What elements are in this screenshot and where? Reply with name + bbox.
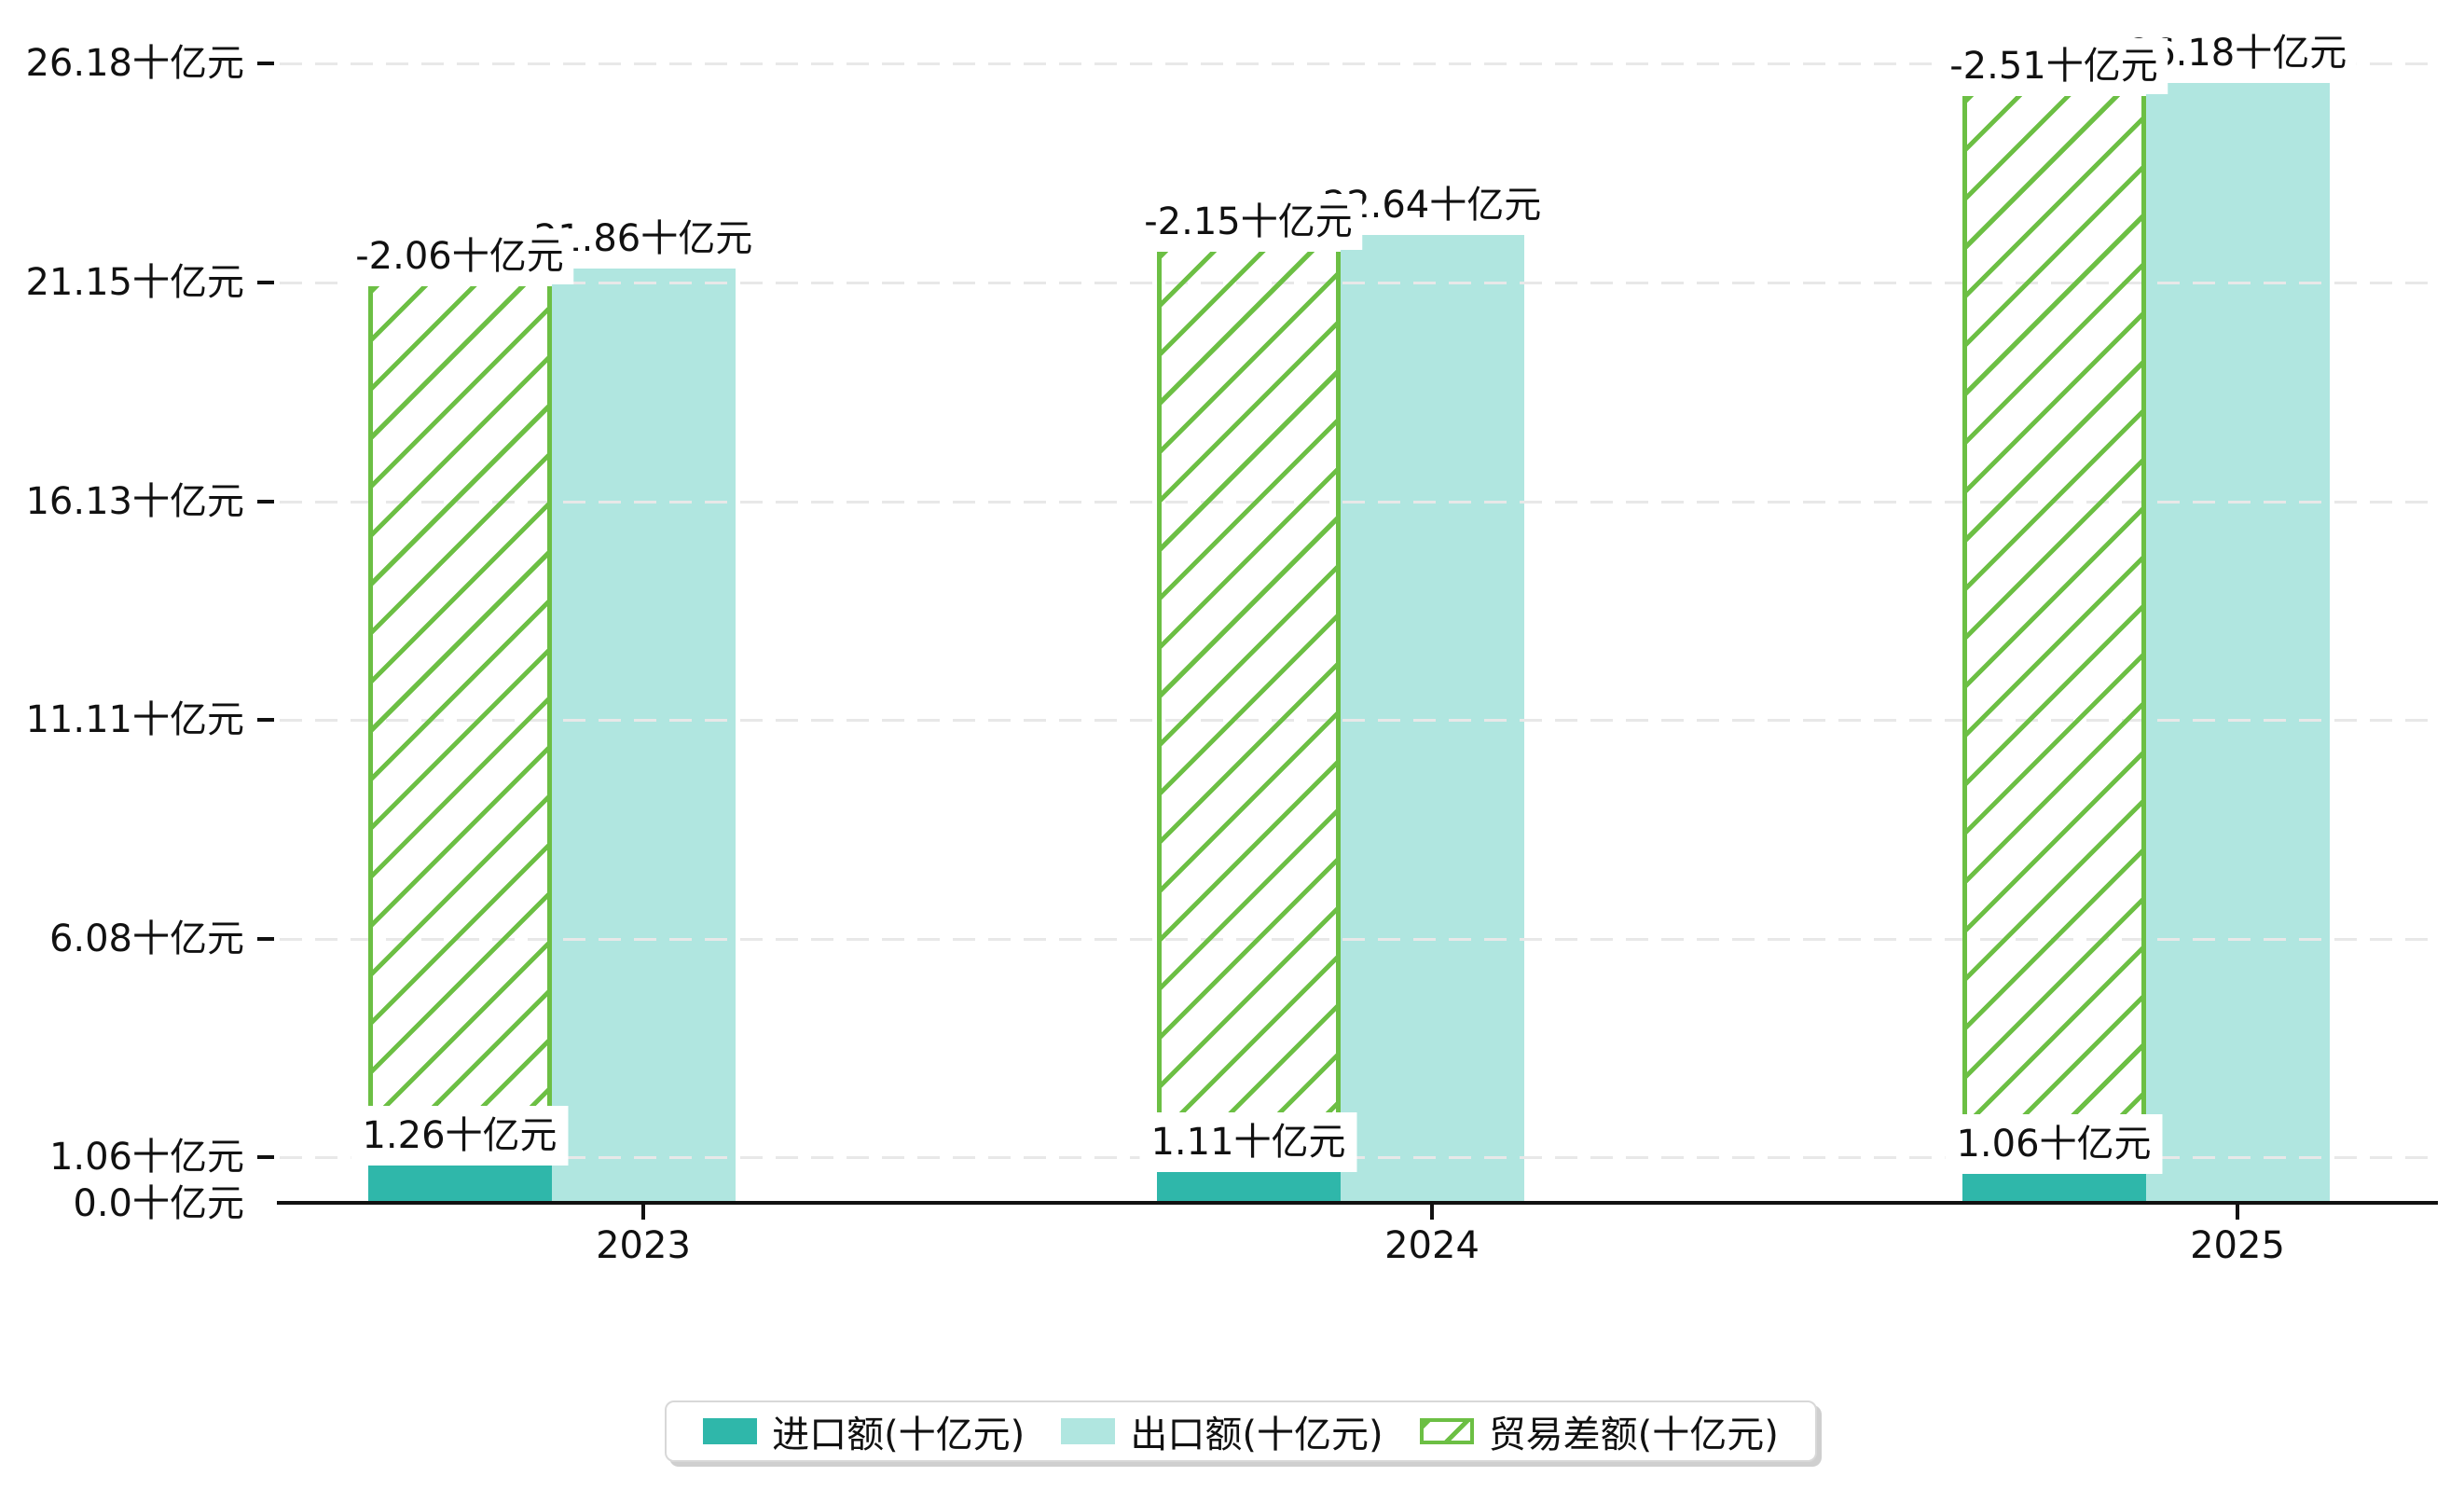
x-axis-tick-mark (2236, 1205, 2239, 1220)
import-swatch-icon (703, 1418, 758, 1444)
x-axis-label-2025: 2025 (2190, 1224, 2285, 1267)
y-axis-tick-label: 11.11十亿元 (25, 698, 244, 742)
y-axis-tick-mark (257, 718, 274, 723)
x-axis-label-2023: 2023 (596, 1224, 691, 1267)
y-axis-tick-mark (257, 499, 274, 504)
y-axis-tick-mark (257, 937, 274, 941)
trade-balance-bar-2023 (367, 285, 552, 1204)
legend-label-import: 进口额(十亿元) (772, 1414, 1026, 1456)
legend-item-export: 出口额(十亿元) (1061, 1404, 1383, 1458)
gridline (280, 719, 2438, 723)
trade-balance-value-label-2024: -2.15十亿元 (1135, 194, 1362, 251)
trade-balance-hatch-swatch-icon (1419, 1418, 1474, 1444)
import-value-label-2023: 1.26十亿元 (351, 1106, 569, 1166)
trade-balance-bar-2024 (1156, 252, 1341, 1204)
trade-balance-bar-2025 (1962, 96, 2146, 1204)
y-axis-tick-label: 21.15十亿元 (25, 261, 244, 305)
legend-label-trade-balance: 贸易差额(十亿元) (1488, 1414, 1779, 1456)
y-axis-tick-label: 1.06十亿元 (48, 1136, 244, 1180)
y-axis-tick-mark (257, 281, 274, 285)
export-swatch-icon (1061, 1418, 1116, 1444)
legend-item-trade-balance: 贸易差额(十亿元) (1419, 1404, 1779, 1458)
x-axis-label-2024: 2024 (1384, 1224, 1480, 1267)
trade-balance-value-label-2023: -2.06十亿元 (346, 228, 573, 284)
legend: 进口额(十亿元) 出口额(十亿元) 贸易差额(十亿元) (665, 1400, 1817, 1462)
gridline (280, 500, 2438, 504)
x-axis-line (277, 1201, 2438, 1205)
legend-item-import: 进口额(十亿元) (703, 1404, 1025, 1458)
y-axis-tick-label: 16.13十亿元 (25, 479, 244, 523)
legend-label-export: 出口额(十亿元) (1130, 1414, 1383, 1456)
import-value-label-2024: 1.11十亿元 (1139, 1112, 1357, 1173)
y-axis-tick-label: 6.08十亿元 (48, 917, 244, 960)
x-axis-tick-mark (1430, 1205, 1434, 1220)
import-value-label-2025: 1.06十亿元 (1945, 1114, 2163, 1175)
gridline (280, 282, 2438, 285)
export-bar-2025 (2145, 83, 2330, 1204)
y-axis-tick-label: 0.0十亿元 (73, 1182, 244, 1225)
gridline (280, 938, 2438, 941)
gridline (280, 62, 2438, 66)
y-axis-tick-mark (257, 1155, 274, 1160)
y-axis-tick-label: 26.18十亿元 (25, 42, 244, 86)
trade-balance-value-label-2025: -2.51十亿元 (1940, 38, 2168, 95)
gridline (280, 1156, 2438, 1160)
x-axis-tick-mark (641, 1205, 645, 1220)
y-axis-tick-mark (257, 62, 274, 66)
export-bar-2023 (551, 268, 736, 1204)
